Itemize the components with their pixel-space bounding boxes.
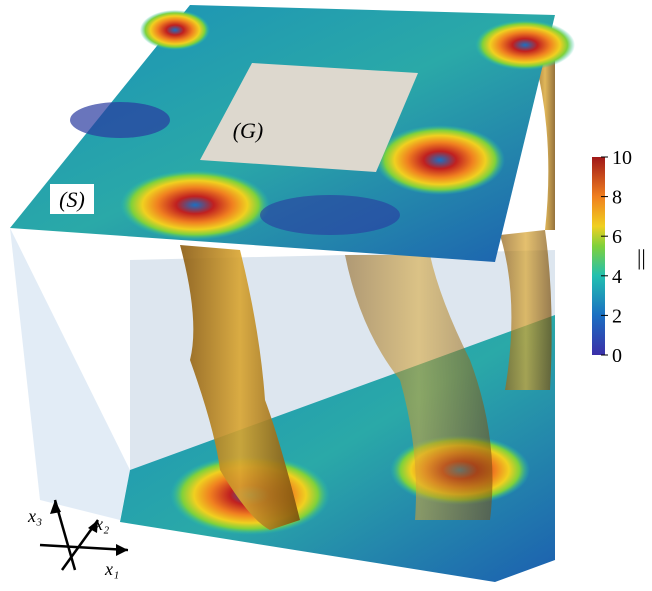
axis-label-x2: x₂	[94, 514, 109, 534]
label-g: (G)	[233, 118, 264, 143]
top-vortex	[375, 125, 505, 195]
top-vortex	[475, 20, 575, 70]
label-s: (S)	[59, 187, 85, 212]
arrow-head	[116, 544, 128, 556]
colorbar	[592, 157, 605, 355]
colorbar-tick-label: 4	[612, 266, 622, 288]
colorbar-tick-label: 6	[612, 226, 622, 248]
colorbar-tick-label: 0	[612, 345, 622, 367]
figure: (G) (S) x₁ x₂ x₃ || 0 2 4 6 8 10	[0, 0, 652, 586]
axis-label-x1: x₁	[104, 559, 119, 579]
top-vortex	[120, 170, 270, 240]
axis-label-x3: x₃	[27, 506, 42, 526]
colorbar-tick-label: 2	[612, 305, 622, 327]
colorbar-tick-label: 8	[612, 187, 622, 209]
vortex-column	[535, 60, 555, 230]
top-low-region	[70, 102, 170, 138]
volume-haze	[10, 228, 130, 520]
colorbar-tick-label: 10	[612, 147, 632, 169]
colorbar-label: ||	[637, 245, 646, 270]
top-low-region	[260, 195, 400, 235]
top-vortex	[140, 10, 210, 50]
